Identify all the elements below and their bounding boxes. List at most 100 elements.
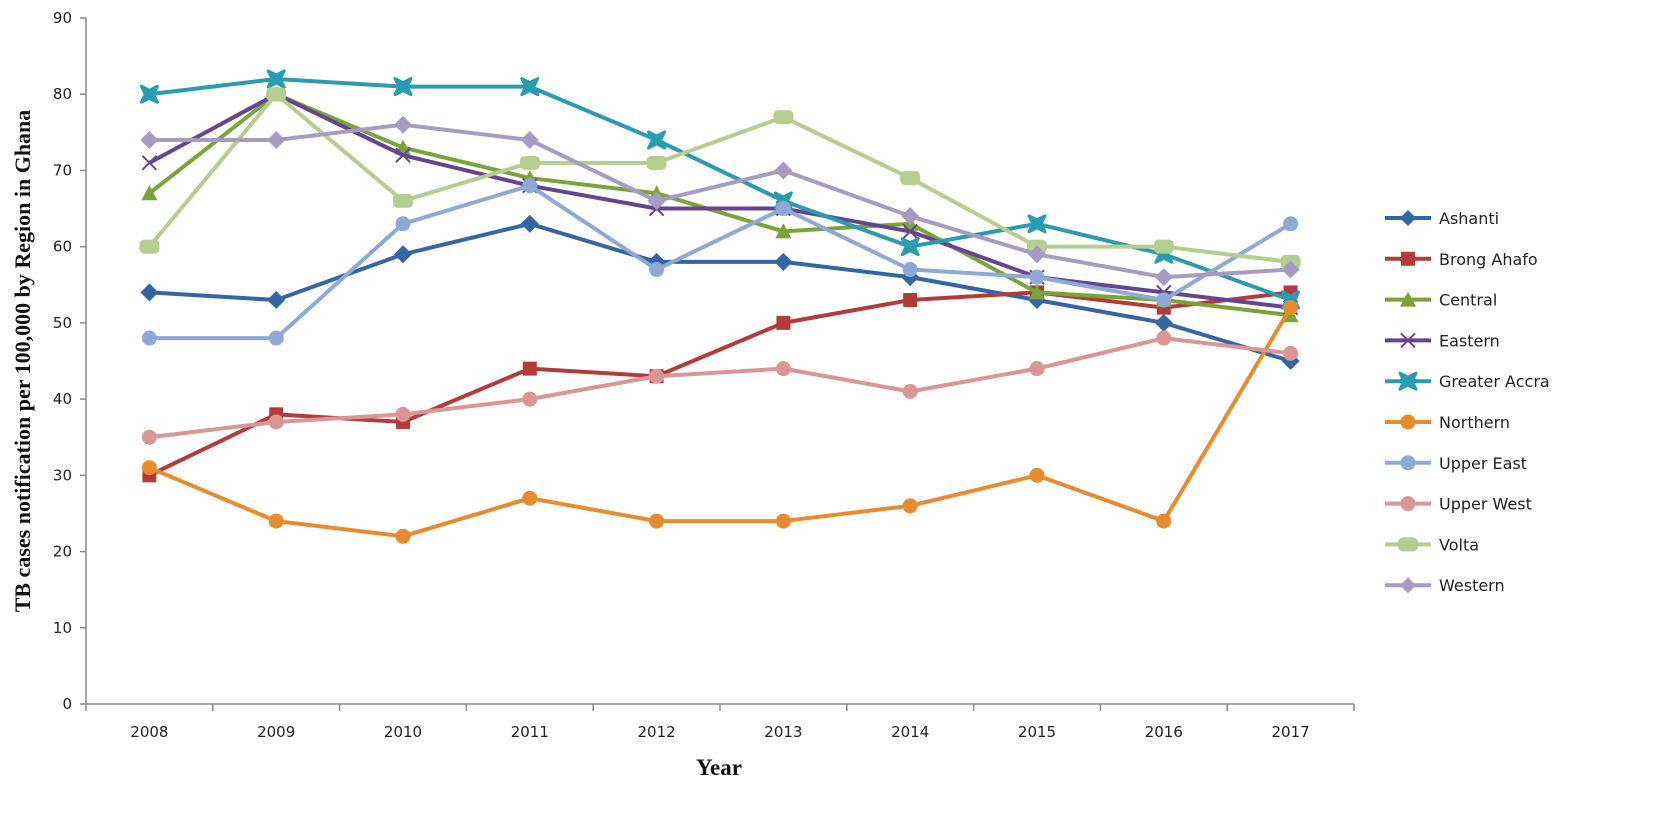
series-upper-west [141,330,1299,445]
data-point [522,178,538,194]
legend-label: Ashanti [1439,209,1499,228]
y-axis-title: TB cases notification per 100,000 by Reg… [10,110,35,613]
data-point [266,69,286,89]
series-line [148,92,1291,310]
data-point [1156,292,1172,308]
data-point [141,330,157,346]
legend-label: Central [1439,291,1497,310]
x-axis: 2008 2009 2010 2011 2012 2013 2014 2015 2016 2017 [85,703,1355,741]
legend-marker [1401,251,1415,266]
data-point [266,87,287,102]
data-point [141,155,158,171]
data-point [647,191,666,210]
data-point [1029,361,1045,377]
legend-item: Western [1385,576,1505,595]
series-eastern [141,86,1299,316]
y-tick-label: 50 [53,314,72,332]
data-point [1029,467,1045,483]
data-point [1281,260,1300,279]
data-point [1029,284,1045,300]
x-tick-label: 2017 [1272,723,1310,741]
data-point [1154,313,1173,332]
data-point [394,115,412,134]
data-point [775,513,791,529]
legend: Ashanti Brong Ahafo Central Eastern Greater … [1385,209,1550,595]
data-point [395,147,411,163]
data-point [649,262,665,278]
data-point [519,155,540,170]
data-point [520,77,540,97]
data-point [775,361,791,377]
series-line [149,336,1291,440]
x-tick-label: 2012 [638,723,676,741]
legend-label: Greater Accra [1439,372,1550,391]
y-axis: 0 10 20 30 40 50 60 70 80 90 [53,9,87,713]
series-line [148,306,1293,539]
data-point [902,262,918,278]
legend-label: Northern [1439,413,1510,432]
data-point [394,245,412,264]
data-point [395,528,411,544]
data-point [903,293,918,308]
legend-marker [1398,371,1418,391]
series-ashanti [140,214,1300,370]
legend-item: Volta [1385,535,1479,554]
legend-item: Central [1385,291,1497,310]
data-point [1283,300,1299,316]
x-tick-label: 2009 [257,723,295,741]
y-tick-label: 70 [53,161,72,179]
data-point [1283,345,1299,361]
y-tick-label: 90 [53,9,72,27]
data-point [1283,216,1299,232]
series-western [140,115,1300,287]
legend-marker [1400,332,1416,349]
legend-item: Eastern [1385,331,1500,350]
data-point [774,252,793,271]
legend-marker [1400,414,1416,430]
y-tick-label: 10 [53,619,72,637]
x-tick-label: 2015 [1018,723,1056,741]
data-point [141,185,158,201]
x-axis-title: Year [696,755,742,780]
legend-label: Brong Ahafo [1439,250,1538,269]
data-point [141,429,157,445]
series-layer [139,69,1301,544]
series-line [149,122,1291,280]
data-point [902,498,918,514]
legend-label: Upper East [1439,454,1527,473]
legend-label: Eastern [1439,331,1500,350]
x-tick-label: 2013 [764,723,802,741]
legend-marker [1400,496,1416,512]
y-tick-label: 40 [53,390,72,408]
data-point [646,155,667,170]
data-point [902,223,918,240]
data-point [775,223,792,239]
data-point [520,130,539,149]
data-point [268,330,284,346]
data-point [140,283,159,302]
data-point [1027,214,1047,234]
legend-marker [1400,455,1416,471]
data-point [267,130,286,149]
data-point [522,391,538,407]
data-point [1029,269,1045,285]
data-point [522,490,538,506]
y-tick-label: 0 [62,695,72,713]
data-point [139,84,159,104]
data-point [267,291,286,310]
legend-marker [1398,537,1418,552]
y-tick-label: 60 [53,238,72,256]
x-tick-label: 2010 [384,723,422,741]
data-point [393,193,413,208]
data-point [141,460,157,476]
data-point [139,239,160,254]
legend-label: Volta [1439,535,1479,554]
series-line [148,92,1291,318]
x-tick-label: 2008 [130,723,168,741]
series-upper-east [141,178,1299,346]
data-point [774,161,793,180]
data-point [1153,239,1174,254]
legend-item: Brong Ahafo [1385,250,1538,269]
series-greater-accra [139,69,1301,310]
